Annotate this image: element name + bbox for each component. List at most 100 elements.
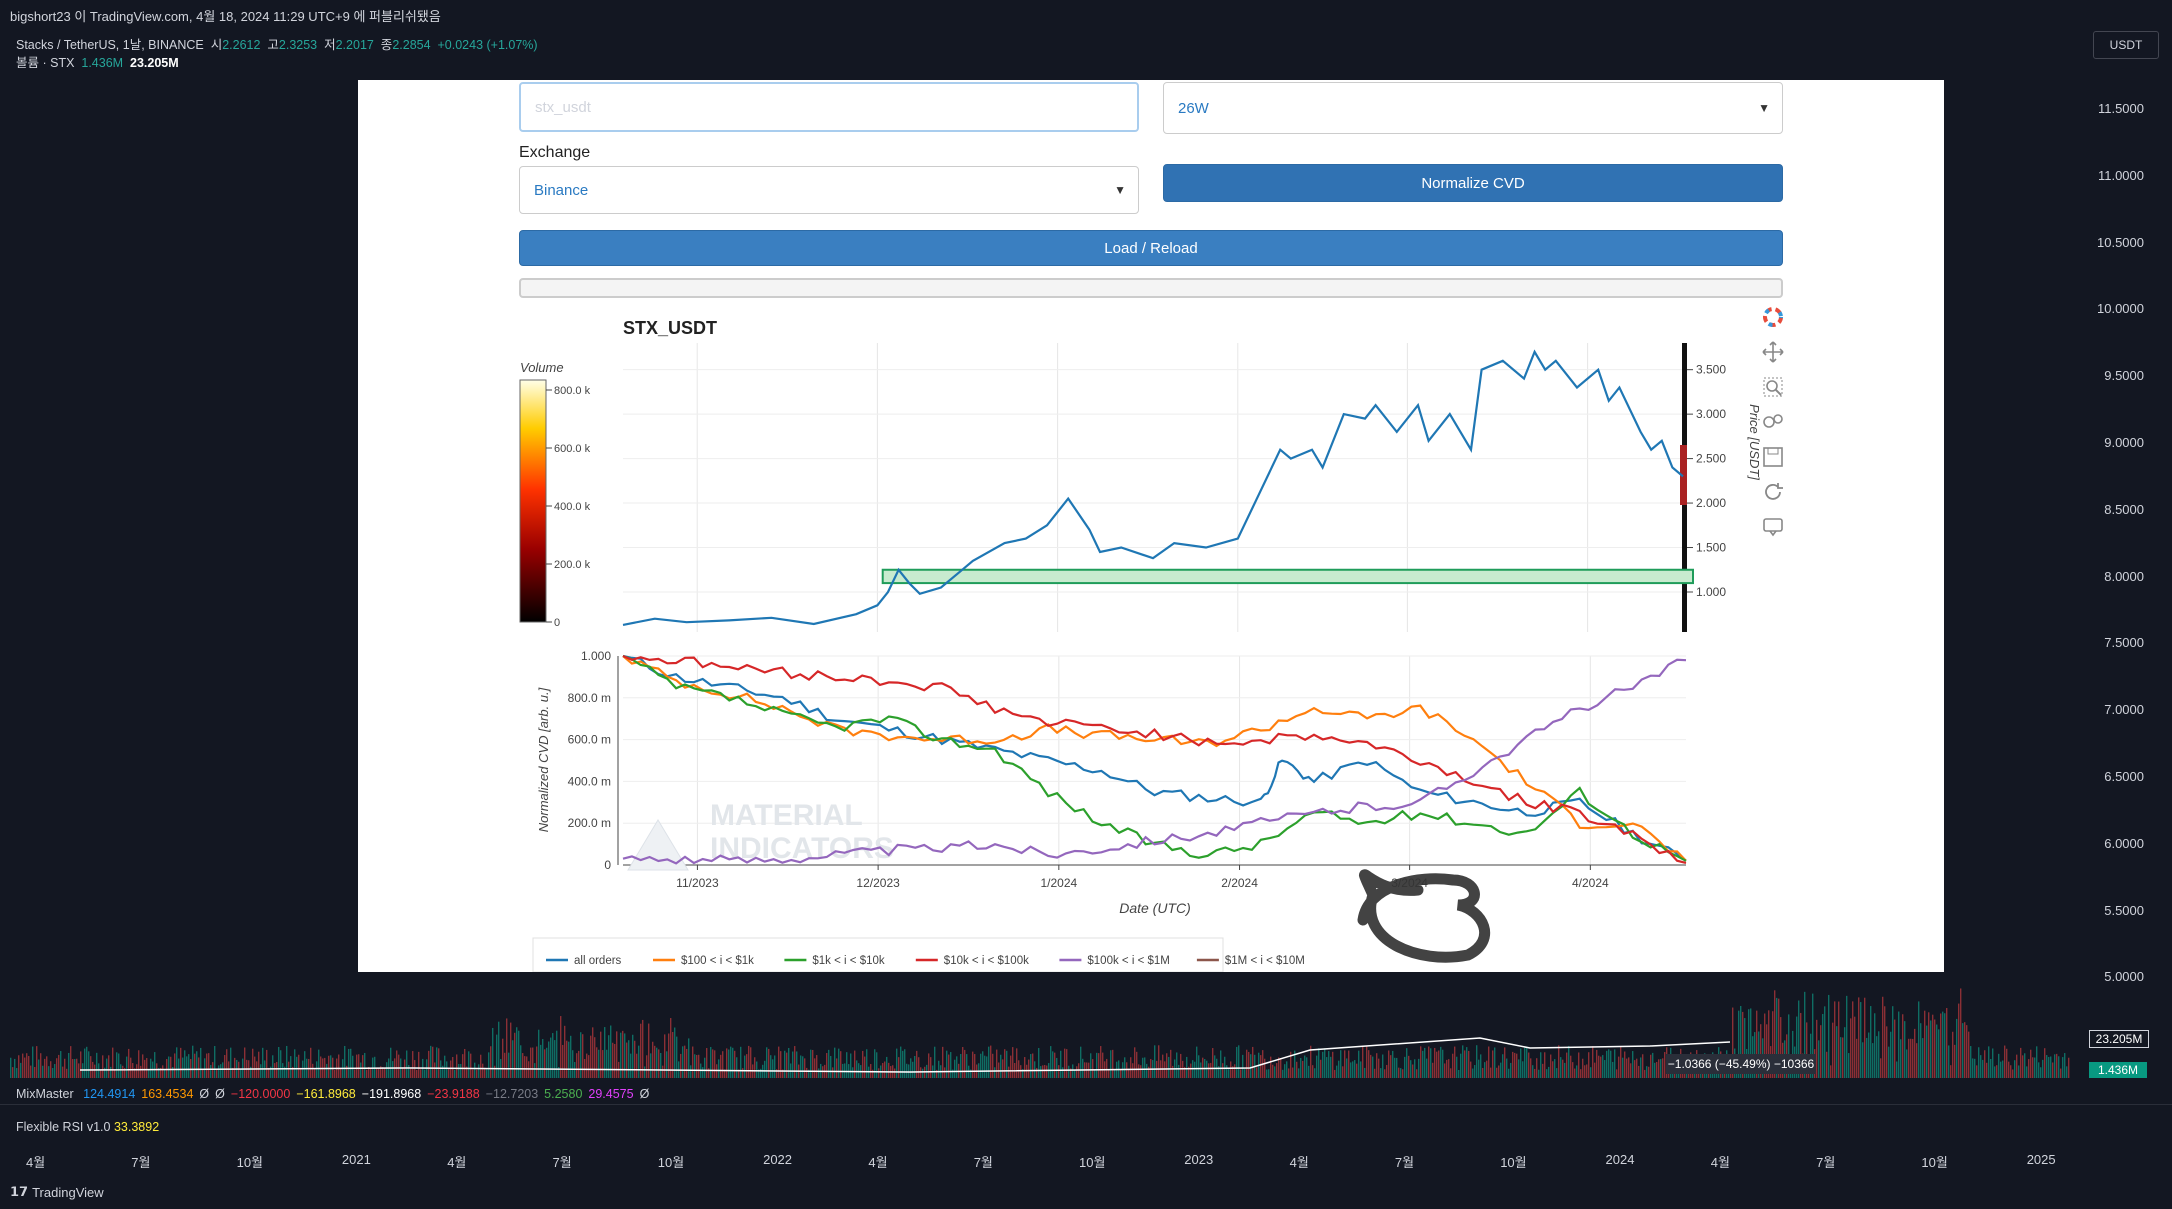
volume-bar <box>1514 1052 1516 1078</box>
legend-item: $1M < i < $10M <box>1225 955 1305 967</box>
volume-bar <box>540 1044 542 1078</box>
volume-bar <box>578 1050 580 1078</box>
volume-bar <box>1806 1022 1808 1078</box>
volume-bar <box>76 1058 78 1078</box>
volume-bar <box>876 1052 878 1078</box>
volume-bar <box>1922 1038 1924 1078</box>
volume-bar <box>1570 1055 1572 1078</box>
volume-bar <box>1008 1066 1010 1078</box>
volume-bar <box>886 1056 888 1078</box>
volume-label[interactable]: 볼륨 · STX <box>16 56 75 70</box>
volume-bar <box>912 1061 914 1078</box>
pan-icon[interactable] <box>1758 337 1788 367</box>
volume-bar <box>990 1045 992 1078</box>
volume-bar <box>1484 1062 1486 1078</box>
exchange-select[interactable]: Binance ▼ <box>519 166 1139 214</box>
volume-bar <box>16 1068 18 1078</box>
volume-bar <box>24 1057 26 1078</box>
volume-bar <box>1510 1062 1512 1078</box>
publish-info: bigshort23 이 TradingView.com, 4월 18, 202… <box>10 9 441 24</box>
volume-bar <box>1868 1032 1870 1078</box>
volume-bar <box>1896 1061 1898 1078</box>
volume-bar <box>380 1066 382 1078</box>
volume-bar <box>1498 1065 1500 1078</box>
volume-bar <box>482 1063 484 1078</box>
price-axis-tick: 8.0000 <box>2104 568 2144 584</box>
wheel-zoom-icon[interactable] <box>1758 407 1788 437</box>
volume-bar <box>1738 1010 1740 1078</box>
volume-bar <box>252 1048 254 1078</box>
time-axis-tick: 7월 <box>1394 1155 1415 1170</box>
volume-bar <box>2002 1060 2004 1078</box>
volume-bar <box>448 1067 450 1078</box>
symbol-input[interactable]: stx_usdt <box>519 82 1139 132</box>
volume-bar <box>34 1066 36 1078</box>
y-tick-label: 600.0 m <box>568 733 611 747</box>
hover-icon[interactable] <box>1758 512 1788 542</box>
volume-bar <box>1474 1065 1476 1078</box>
volume-bar <box>1996 1065 1998 1078</box>
volume-bar <box>30 1065 32 1078</box>
box-zoom-icon[interactable] <box>1758 372 1788 402</box>
volume-bar <box>1536 1058 1538 1078</box>
volume-bar <box>2052 1062 2054 1078</box>
volume-bar <box>1546 1069 1548 1078</box>
volume-bar <box>960 1054 962 1078</box>
rsi-name[interactable]: Flexible RSI v1.0 <box>16 1120 111 1134</box>
volume-bar <box>1952 1031 1954 1078</box>
volume-bar <box>592 1027 594 1078</box>
volume-bar <box>936 1069 938 1078</box>
symbol-name[interactable]: Stacks / TetherUS, 1날, BINANCE <box>16 38 204 52</box>
currency-button[interactable]: USDT <box>2093 31 2159 59</box>
volume-bar <box>498 1021 500 1078</box>
bokeh-logo-icon[interactable] <box>1758 302 1788 332</box>
volume-bar <box>1348 1050 1350 1078</box>
volume-bar <box>906 1063 908 1078</box>
volume-bar <box>1134 1047 1136 1078</box>
volume-bar <box>1872 1043 1874 1078</box>
footer-brand[interactable]: 𝟭𝟳 TradingView <box>10 1184 104 1200</box>
load-reload-button[interactable]: Load / Reload <box>519 230 1783 266</box>
volume-bar <box>634 1040 636 1078</box>
volume-bar <box>312 1063 314 1078</box>
timeframe-select[interactable]: 26W ▼ <box>1163 82 1783 134</box>
volume-bar <box>882 1063 884 1078</box>
volume-bar <box>692 1046 694 1078</box>
volume-bar <box>1530 1058 1532 1078</box>
volume-bar <box>1046 1065 1048 1078</box>
volume-bar <box>914 1056 916 1078</box>
volume-bar <box>1170 1049 1172 1078</box>
volume-bar <box>1016 1048 1018 1078</box>
volume-bar <box>1130 1057 1132 1078</box>
volume-bar <box>1076 1066 1078 1078</box>
volume-bar <box>292 1066 294 1078</box>
volume-bar <box>250 1066 252 1078</box>
volume-bar <box>1264 1058 1266 1078</box>
normalize-cvd-button[interactable]: Normalize CVD <box>1163 164 1783 202</box>
volume-bar <box>1602 1055 1604 1078</box>
volume-bar <box>698 1054 700 1078</box>
volume-bar <box>220 1064 222 1078</box>
volume-bar <box>866 1049 868 1078</box>
reset-icon[interactable] <box>1758 477 1788 507</box>
volume-bar <box>1584 1065 1586 1078</box>
volume-bar <box>1176 1052 1178 1078</box>
volume-bar <box>288 1061 290 1078</box>
mixmaster-values: 124.4914 163.4534 Ø Ø −120.0000 −161.8968 −191… <box>77 1087 649 1101</box>
pane-divider[interactable] <box>0 1104 2172 1105</box>
volume-bar <box>468 1051 470 1078</box>
volume-bar <box>734 1050 736 1078</box>
volume-bar <box>162 1065 164 1078</box>
volume-bar <box>1434 1047 1436 1078</box>
save-icon[interactable] <box>1758 442 1788 472</box>
volume-bar <box>1370 1054 1372 1078</box>
volume-bar <box>614 1044 616 1078</box>
volume-bar <box>988 1046 990 1078</box>
volume-bar <box>474 1062 476 1078</box>
price-axis-tick: 5.5000 <box>2104 902 2144 918</box>
mixmaster-name[interactable]: MixMaster <box>16 1087 74 1101</box>
volume-bar <box>480 1054 482 1078</box>
bokeh-plot[interactable]: STX_USDT Volume 0 200.0 k 400.0 k 600.0 k 800.… <box>358 80 1944 972</box>
exchange-value: Binance <box>534 181 589 199</box>
volume-bar <box>266 1049 268 1078</box>
